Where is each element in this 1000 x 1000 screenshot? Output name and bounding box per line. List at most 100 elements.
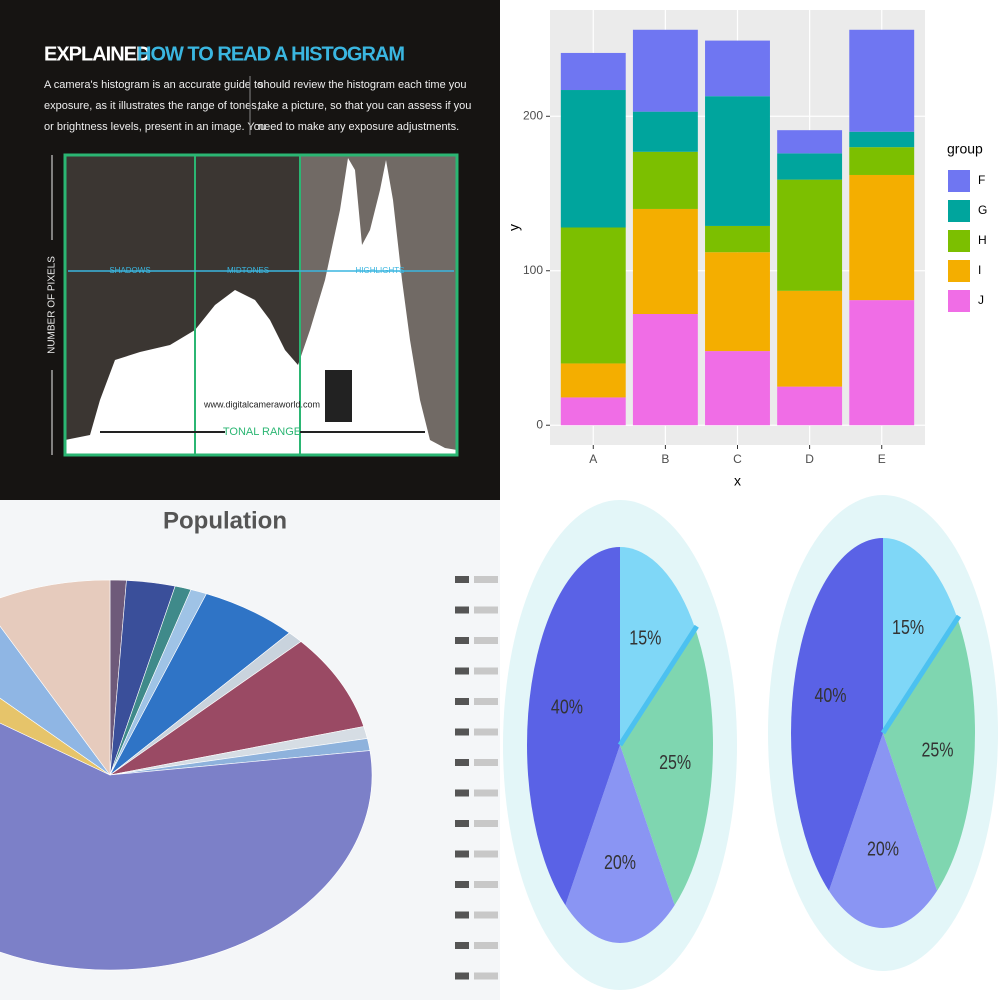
- paragraph-line: need to make any exposure adjustments.: [258, 121, 459, 133]
- legend-swatch: [455, 698, 469, 705]
- legend-text-blur: [474, 728, 498, 736]
- bar-segment: [777, 153, 843, 180]
- legend-key: [948, 200, 970, 222]
- chart-title: Population: [163, 507, 287, 534]
- paragraph-line: A camera's histogram is an accurate guid…: [44, 79, 263, 91]
- slice-label: 15%: [629, 627, 661, 649]
- bar-segment: [632, 111, 698, 152]
- pie-slice: [527, 547, 620, 906]
- legend-key: [948, 170, 970, 192]
- title-lead: EXPLAINED: [44, 43, 150, 65]
- legend-key: [948, 260, 970, 282]
- slice-label: 25%: [659, 751, 691, 773]
- legend-swatch: [455, 576, 469, 583]
- paragraph-line: exposure, as it illustrates the range of…: [44, 100, 260, 112]
- histogram-shape: [65, 158, 457, 455]
- legend-label: J: [978, 293, 984, 307]
- bar-segment: [632, 314, 698, 426]
- legend-swatch: [455, 728, 469, 736]
- bar-segment: [560, 363, 626, 398]
- zone-label: MIDTONES: [227, 266, 269, 275]
- pie-slice: [828, 733, 938, 928]
- legend-swatch: [455, 606, 469, 614]
- legend-text-blur: [474, 789, 498, 797]
- legend-swatch: [455, 820, 469, 827]
- legend-text-blur: [474, 972, 498, 980]
- bar-segment: [849, 300, 915, 426]
- pie-slice: [0, 722, 373, 971]
- legend-placeholder: [455, 576, 498, 980]
- bar-segment: [632, 151, 698, 209]
- bar-segment: [705, 252, 770, 352]
- x-tick-label: B: [661, 452, 669, 466]
- x-label: TONAL RANGE: [223, 426, 301, 438]
- histogram-infographic: EXPLAINED HOW TO READ A HISTOGRAM A came…: [0, 0, 500, 500]
- logo: [325, 370, 352, 422]
- zone-label: HIGHLIGHTS: [356, 266, 405, 275]
- bar-segment: [777, 386, 843, 426]
- y-axis-title: y: [506, 224, 522, 231]
- pie-slice: [620, 547, 696, 745]
- legend-text-blur: [474, 942, 498, 949]
- legend-text-blur: [474, 667, 498, 675]
- legend-swatch: [455, 850, 469, 858]
- slice-label: 20%: [604, 851, 636, 873]
- bar-segment: [560, 397, 626, 426]
- slice-label: 20%: [867, 838, 899, 860]
- slice-label: 15%: [892, 616, 924, 638]
- bar-segment: [705, 351, 770, 426]
- legend-key: [948, 290, 970, 312]
- paragraph-line: or brightness levels, present in an imag…: [44, 121, 266, 133]
- legend-label: G: [978, 203, 987, 217]
- legend-label: H: [978, 233, 987, 247]
- pie-slice: [620, 628, 713, 906]
- legend-text-blur: [474, 576, 498, 583]
- legend-title: group: [947, 141, 983, 157]
- bar-segment: [632, 29, 698, 112]
- legend-swatch: [455, 637, 469, 644]
- x-tick-label: A: [589, 452, 597, 466]
- x-tick-label: E: [878, 452, 886, 466]
- legend-swatch: [455, 789, 469, 797]
- bar-segment: [705, 225, 770, 253]
- bar-segment: [849, 174, 915, 301]
- y-label: NUMBER OF PIXELS: [47, 256, 58, 354]
- x-tick-label: C: [733, 452, 742, 466]
- pie-slice: [883, 538, 958, 733]
- bar-segment: [560, 227, 626, 364]
- pie-slice: [109, 641, 365, 776]
- legend-swatch: [455, 972, 469, 980]
- legend-label: F: [978, 173, 985, 187]
- pie-slice: [883, 618, 975, 891]
- legend-swatch: [455, 881, 469, 888]
- legend-text-blur: [474, 759, 498, 766]
- bar-segment: [849, 29, 915, 132]
- legend-label: I: [978, 263, 981, 277]
- x-axis-title: x: [734, 473, 741, 489]
- pie-slice: [791, 538, 883, 891]
- legend-text-blur: [474, 606, 498, 614]
- legend-swatch: [455, 759, 469, 766]
- y-tick-label: 0: [536, 417, 543, 431]
- bar-segment: [849, 131, 915, 148]
- bar-segment: [777, 179, 843, 291]
- slice-label: 40%: [814, 684, 846, 706]
- legend-text-blur: [474, 881, 498, 888]
- bar-segment: [560, 52, 626, 91]
- y-tick-label: 100: [523, 263, 543, 277]
- paragraph-line: should review the histogram each time yo…: [258, 79, 467, 91]
- legend-key: [948, 230, 970, 252]
- pie-slice: [565, 745, 675, 943]
- website: www.digitalcameraworld.com: [203, 399, 320, 409]
- slice-separator: [880, 614, 962, 735]
- legend-text-blur: [474, 911, 498, 919]
- legend-text-blur: [474, 698, 498, 705]
- bar-segment: [777, 130, 843, 154]
- bar-segment: [777, 290, 843, 387]
- bar-segment: [560, 90, 626, 228]
- legend-text-blur: [474, 637, 498, 644]
- bar-segment: [849, 147, 915, 175]
- legend-text-blur: [474, 850, 498, 858]
- bar-segment: [632, 208, 698, 315]
